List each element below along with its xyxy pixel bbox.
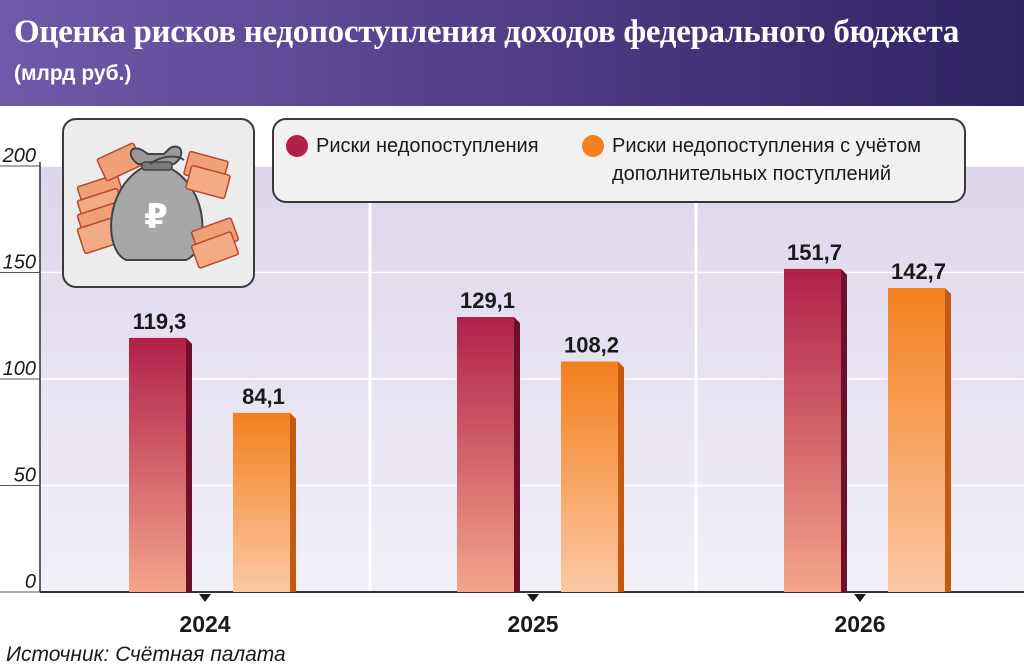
bar-2-2025 — [561, 361, 618, 592]
bar-side — [618, 361, 624, 592]
data-label: 151,7 — [787, 240, 842, 265]
bar-side — [186, 337, 192, 592]
y-tick-label: 200 — [2, 145, 36, 167]
category-marker — [854, 594, 866, 602]
data-label: 142,7 — [891, 259, 946, 284]
bar-side — [841, 268, 847, 592]
category-marker — [527, 594, 539, 602]
category-marker — [199, 594, 211, 602]
bar-side — [514, 317, 520, 592]
legend-swatch-series1 — [286, 135, 308, 157]
bar-1-2025 — [457, 317, 514, 592]
bar-2-2026 — [888, 288, 945, 592]
chart-header: Оценка рисков недопоступления доходов фе… — [0, 0, 1024, 106]
legend-item-series1: Риски недопоступления — [286, 132, 539, 160]
legend-item-series2: Риски недопоступления с учётом дополните… — [582, 132, 952, 188]
bar-2-2024 — [233, 412, 290, 592]
y-tick-label: 100 — [3, 358, 36, 380]
y-tick-label: 0 — [25, 571, 36, 593]
y-tick-label: 50 — [14, 465, 36, 487]
bar-1-2026 — [784, 268, 841, 592]
icon-panel: ₽ — [62, 118, 255, 288]
data-label: 84,1 — [242, 384, 285, 409]
legend-label-series2: Риски недопоступления с учётом дополните… — [612, 135, 921, 185]
x-tick-label: 2024 — [179, 611, 230, 637]
legend-label-series1: Риски недопоступления — [316, 135, 539, 157]
y-tick-label: 150 — [3, 252, 36, 274]
bar-1-2024 — [129, 337, 186, 592]
bar-chart: 0 50 100 150 200 2024 119,3 84,1 2025 129,1 108,2 2… — [0, 145, 1024, 637]
bar-side — [945, 288, 951, 592]
source-note: Источник: Счётная палата — [6, 643, 286, 666]
x-tick-label: 2025 — [507, 611, 558, 637]
money-bag-icon: ₽ — [76, 142, 240, 269]
legend-swatch-series2 — [582, 135, 604, 157]
data-label: 108,2 — [564, 333, 619, 358]
chart-subtitle: (млрд руб.) — [14, 62, 132, 85]
x-tick-label: 2026 — [834, 611, 885, 637]
data-label: 129,1 — [460, 288, 515, 313]
chart-title: Оценка рисков недопоступления доходов фе… — [14, 14, 960, 50]
ruble-symbol: ₽ — [144, 197, 168, 237]
chart-legend: Риски недопоступления Риски недопоступле… — [272, 118, 966, 203]
data-label: 119,3 — [133, 309, 187, 334]
bar-side — [290, 412, 296, 592]
